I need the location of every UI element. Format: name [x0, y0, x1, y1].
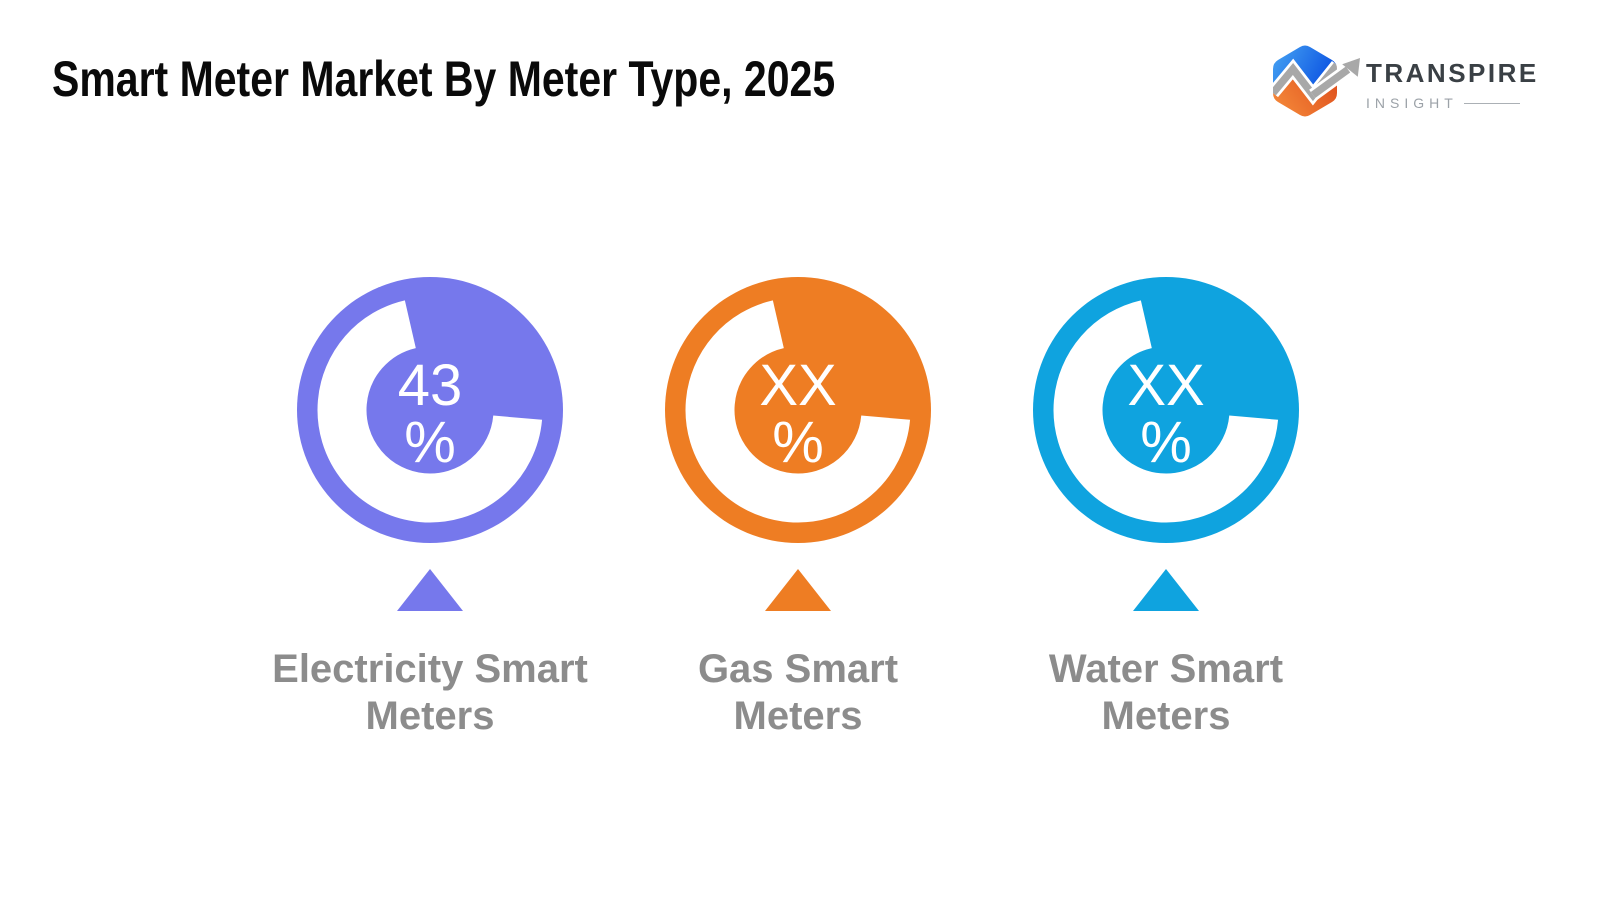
brand-rule-line [1463, 102, 1520, 104]
page-title: Smart Meter Market By Meter Type, 2025 [52, 51, 836, 107]
water-value: XX [1127, 353, 1204, 418]
gas-donut-ring [685, 297, 911, 523]
water-donut-gauge: XX % [1033, 277, 1299, 543]
electricity-value-unit: % [404, 410, 456, 475]
water-value-unit: % [1140, 410, 1192, 475]
electricity-donut-ring [317, 297, 543, 523]
brand-logo-icon [1273, 45, 1362, 117]
gas-donut-gauge: XX % [665, 277, 931, 543]
gas-pointer-triangle-icon [765, 569, 831, 611]
electricity-donut-gauge: 43 % [297, 277, 563, 543]
logo-arrow-icon [1309, 55, 1362, 101]
electricity-pointer-triangle-icon [397, 569, 463, 611]
meter-group-gas: XX % Gas Smart Meters [628, 270, 968, 740]
water-donut-ring [1053, 297, 1279, 523]
water-label: Water Smart Meters [1048, 647, 1284, 738]
brand-logo: TRANSPIRE INSIGHT [1272, 42, 1562, 122]
gas-value: XX [759, 353, 836, 418]
brand-tagline: INSIGHT [1366, 95, 1458, 111]
meter-group-electricity: 43 % Electricity Smart Meters [260, 270, 600, 740]
electricity-label: Electricity Smart Meters [272, 647, 588, 738]
meter-group-water: XX % Water Smart Meters [996, 270, 1336, 740]
gas-label: Gas Smart Meters [697, 647, 899, 738]
gas-value-unit: % [772, 410, 824, 475]
water-pointer-triangle-icon [1133, 569, 1199, 611]
brand-name: TRANSPIRE [1366, 58, 1539, 88]
electricity-value: 43 [398, 353, 463, 418]
